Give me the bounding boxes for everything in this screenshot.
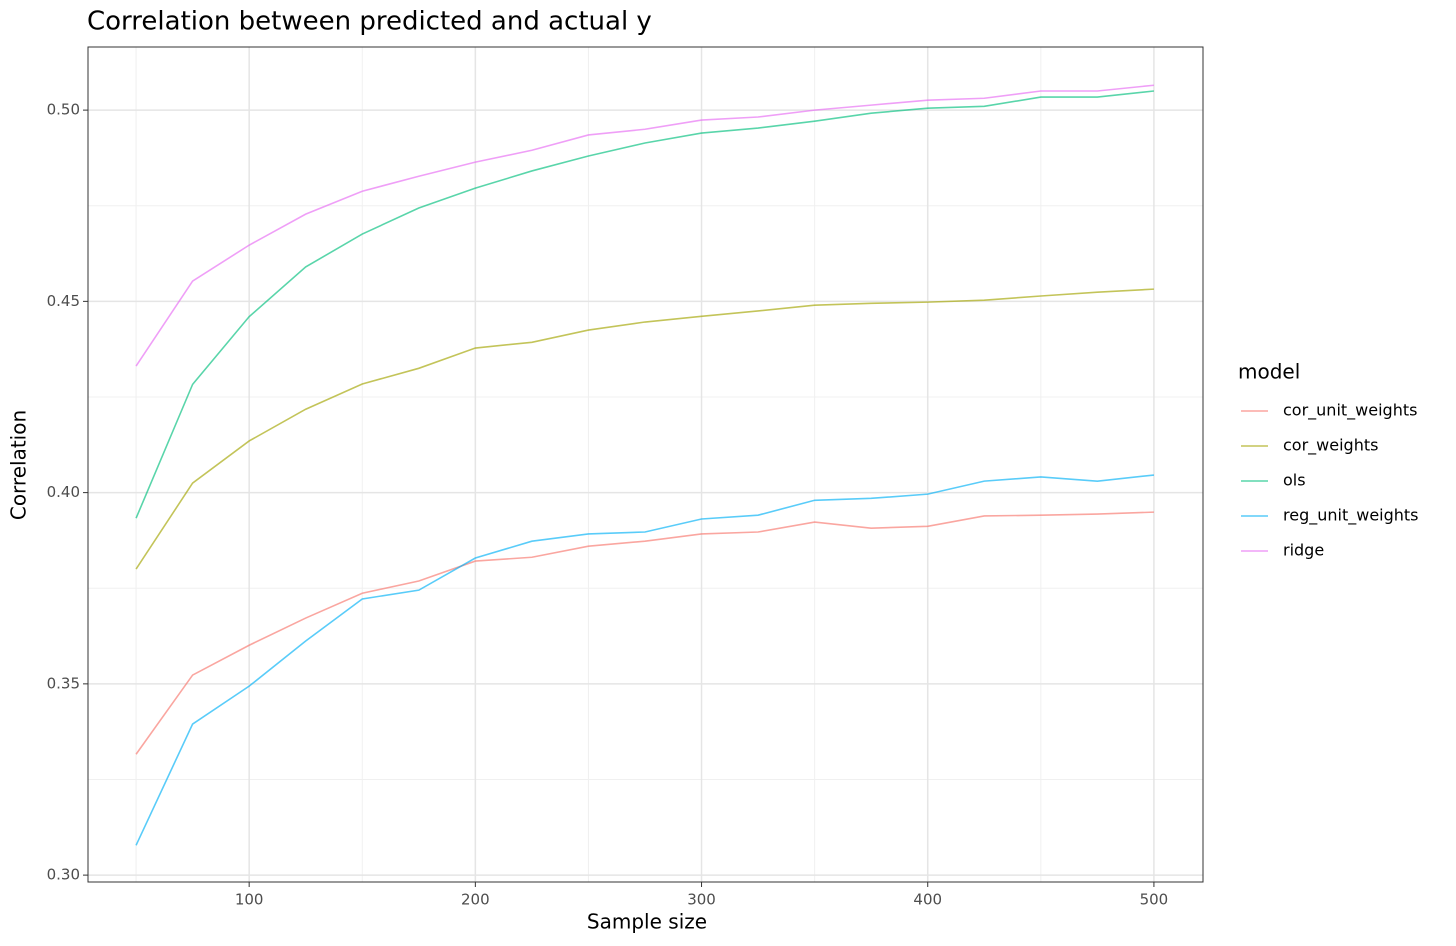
legend-label: ols bbox=[1283, 471, 1306, 490]
x-tick-label: 400 bbox=[913, 891, 942, 909]
x-tick-label: 100 bbox=[235, 891, 264, 909]
x-axis-label: Sample size bbox=[587, 910, 707, 934]
panel-border bbox=[87, 46, 1204, 883]
chart-title: Correlation between predicted and actual… bbox=[87, 7, 652, 37]
series-line bbox=[135, 84, 1155, 367]
series-line bbox=[135, 511, 1154, 755]
legend-label: reg_unit_weights bbox=[1283, 506, 1419, 526]
y-tick-label: 0.35 bbox=[47, 674, 80, 692]
y-tick-label: 0.45 bbox=[47, 292, 80, 310]
x-tick-label: 300 bbox=[687, 891, 716, 909]
x-tick-label: 500 bbox=[1140, 891, 1169, 909]
legend-title: model bbox=[1238, 360, 1300, 384]
legend-label: cor_unit_weights bbox=[1283, 401, 1417, 421]
series-line bbox=[135, 288, 1154, 570]
y-tick-label: 0.40 bbox=[47, 483, 80, 501]
legend-label: ridge bbox=[1283, 541, 1324, 560]
legend-label: cor_weights bbox=[1283, 436, 1378, 456]
y-axis-label: Correlation bbox=[7, 410, 31, 520]
y-tick-label: 0.30 bbox=[47, 866, 80, 884]
series-line bbox=[135, 474, 1155, 846]
x-tick-label: 200 bbox=[461, 891, 490, 909]
series-line bbox=[135, 90, 1155, 519]
y-tick-label: 0.50 bbox=[47, 101, 80, 119]
